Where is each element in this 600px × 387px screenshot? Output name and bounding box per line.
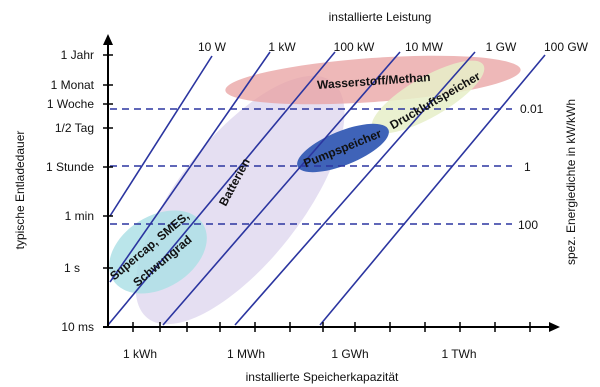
power-label-100kw: 100 kW [334, 40, 375, 54]
density-label-0.01: 0.01 [520, 102, 544, 116]
top-axis-title: installierte Leistung [329, 10, 432, 24]
y-tick-1-woche: 1 Woche [47, 97, 94, 111]
power-line-100kw [107, 51, 336, 326]
power-line-1gw [234, 51, 476, 326]
power-label-100gw: 100 GW [544, 40, 589, 54]
x-tick-1-kwh: 1 kWh [123, 347, 157, 361]
power-line-100gw [319, 54, 546, 326]
y-tick-1-min: 1 min [65, 209, 94, 223]
power-line-10w [109, 55, 213, 217]
y-tick-1-stunde: 1 Stunde [46, 160, 94, 174]
compressed-air-region [371, 60, 485, 134]
pumped-hydro-region [297, 123, 389, 173]
supercap-region [109, 210, 207, 294]
x-axis-arrow [549, 322, 560, 332]
power-label-1gw: 1 GW [486, 40, 517, 54]
density-label-100: 100 [518, 218, 538, 232]
x-tick-1-gwh: 1 GWh [331, 347, 368, 361]
y-tick-half-tag: 1/2 Tag [55, 121, 94, 135]
power-label-10w: 10 W [198, 40, 227, 54]
x-tick-1-twh: 1 TWh [441, 347, 476, 361]
y-tick-marks [103, 54, 113, 269]
power-line-10mw [162, 51, 401, 326]
y-tick-1-s: 1 s [64, 261, 80, 275]
left-axis-title: typische Entladedauer [13, 131, 27, 250]
power-label-10mw: 10 MW [405, 40, 444, 54]
bottom-axis-title: installierte Speicherkapazität [246, 370, 399, 384]
right-axis-title: spez. Energiedichte in kW/kWh [564, 99, 578, 265]
power-label-1kw: 1 kW [268, 40, 296, 54]
x-tick-marks [132, 322, 531, 332]
density-label-1: 1 [524, 160, 531, 174]
y-tick-1-monat: 1 Monat [51, 78, 95, 92]
x-tick-1-mwh: 1 MWh [227, 347, 265, 361]
y-tick-10-ms: 10 ms [61, 320, 94, 334]
y-axis-arrow [103, 34, 113, 45]
y-tick-1-jahr: 1 Jahr [61, 48, 94, 62]
power-line-1kw [109, 51, 271, 283]
